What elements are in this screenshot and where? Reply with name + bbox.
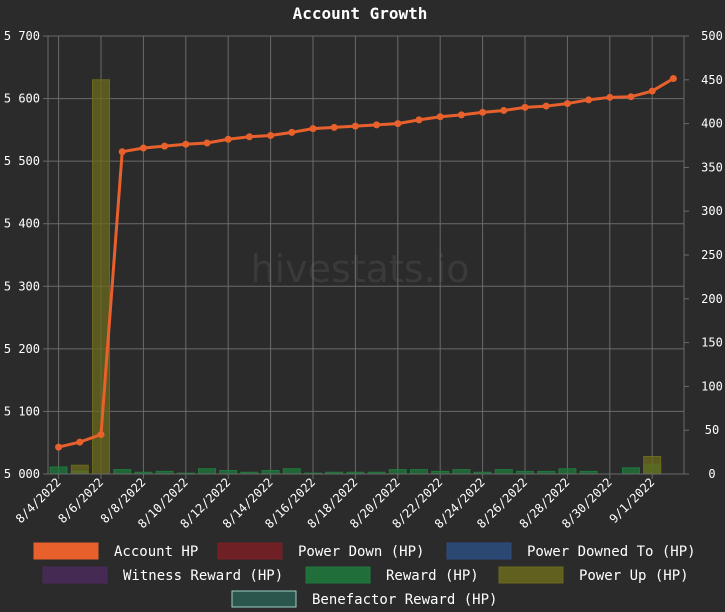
legend-item[interactable]: Power Down (HP) (217, 542, 424, 560)
legend-swatch (217, 542, 283, 560)
plot-frame (47, 35, 685, 475)
chart-title: Account Growth (293, 4, 428, 23)
account-hp-point (669, 75, 677, 83)
account-hp-point (76, 438, 84, 446)
legend-label: Power Up (HP) (579, 568, 689, 584)
watermark: hivestats.io (250, 247, 469, 291)
legend-item[interactable]: Power Downed To (HP) (446, 542, 696, 560)
legend-swatch (498, 566, 564, 584)
account-hp-point (627, 93, 635, 101)
account-hp-point (606, 93, 614, 101)
account-hp-point (161, 142, 169, 150)
bar-reward-hp- (261, 469, 280, 475)
bar-reward-hp- (219, 469, 238, 475)
legend-swatch (231, 590, 297, 608)
account-hp-point (224, 135, 232, 143)
bar-reward-hp- (558, 468, 577, 475)
right-tick-label: 350 (701, 160, 723, 174)
bar-reward-hp- (494, 469, 513, 475)
grid (48, 35, 684, 475)
account-hp-point (563, 100, 571, 108)
account-hp-point (394, 120, 402, 128)
legend-item[interactable]: Reward (HP) (305, 566, 479, 584)
account-hp-point (288, 128, 296, 136)
bar-reward-hp- (388, 469, 407, 475)
legend-swatch (33, 542, 99, 560)
left-tick-label: 5 300 (4, 279, 40, 293)
account-hp-point (521, 103, 529, 111)
left-tick-label: 5 000 (4, 467, 40, 481)
account-hp-point (500, 106, 508, 114)
legend-swatch (305, 566, 371, 584)
account-hp-point (309, 125, 317, 133)
account-hp-point (585, 96, 593, 104)
account-hp-point (267, 131, 275, 139)
bar-reward-hp- (198, 468, 216, 475)
account-hp-point (542, 102, 550, 110)
legend-swatch (446, 542, 512, 560)
legend-label: Reward (HP) (386, 568, 479, 584)
legend-label: Account HP (114, 544, 198, 560)
account-hp-point (457, 111, 465, 119)
account-hp-point (139, 144, 147, 152)
account-hp-point (373, 121, 381, 129)
right-tick-label: 300 (701, 204, 723, 218)
legend-item[interactable]: Benefactor Reward (HP) (231, 590, 497, 608)
account-hp-point (55, 443, 63, 451)
account-hp-point (648, 87, 656, 95)
right-tick-label: 0 (708, 467, 715, 481)
right-tick-label: 150 (701, 336, 723, 350)
x-tick-label: 8/6/2022 (55, 475, 106, 526)
account-hp-point (182, 140, 190, 148)
line-layer (55, 75, 677, 451)
legend-label: Witness Reward (HP) (123, 568, 283, 584)
right-tick-label: 500 (701, 29, 723, 43)
bar-power-up-hp- (643, 455, 662, 475)
legend-label: Benefactor Reward (HP) (312, 592, 497, 608)
legend-item[interactable]: Power Up (HP) (498, 566, 689, 584)
left-tick-label: 5 700 (4, 29, 40, 43)
account-hp-point (330, 123, 338, 131)
account-hp-point (415, 116, 423, 124)
right-tick-label: 250 (701, 248, 723, 262)
legend-label: Power Down (HP) (298, 544, 424, 560)
account-hp-line (58, 77, 675, 449)
left-tick-label: 5 200 (4, 342, 40, 356)
right-tick-label: 100 (701, 379, 723, 393)
bar-reward-hp- (410, 469, 428, 475)
left-tick-label: 5 400 (4, 217, 40, 231)
left-tick-label: 5 600 (4, 92, 40, 106)
left-tick-label: 5 100 (4, 404, 40, 418)
right-tick-label: 200 (701, 292, 723, 306)
account-hp-point (351, 122, 359, 130)
account-hp-point (203, 139, 211, 147)
legend-item[interactable]: Account HP (33, 542, 198, 560)
right-tick-label: 450 (701, 73, 723, 87)
left-tick-label: 5 500 (4, 154, 40, 168)
legend[interactable]: Account HP Power Down (HP) Power Downed To… (33, 542, 696, 608)
right-tick-label: 400 (701, 117, 723, 131)
legend-swatch (42, 566, 108, 584)
account-hp-point (436, 113, 444, 121)
account-hp-point (245, 133, 253, 141)
bar-reward-hp- (282, 468, 301, 475)
bar-reward-hp- (49, 466, 68, 475)
account-hp-point (118, 148, 126, 156)
bar-reward-hp- (113, 469, 132, 475)
right-tick-label: 50 (705, 423, 719, 437)
x-tick-label: 8/4/2022 (13, 475, 64, 526)
legend-item[interactable]: Witness Reward (HP) (42, 566, 283, 584)
x-tick-label: 9/1/2022 (607, 475, 658, 526)
bar-reward-hp- (622, 467, 640, 475)
bar-power-up-hp- (70, 464, 89, 475)
account-hp-point (479, 108, 487, 116)
bar-reward-hp- (452, 469, 471, 475)
account-hp-point (97, 431, 105, 439)
legend-label: Power Downed To (HP) (527, 544, 696, 560)
